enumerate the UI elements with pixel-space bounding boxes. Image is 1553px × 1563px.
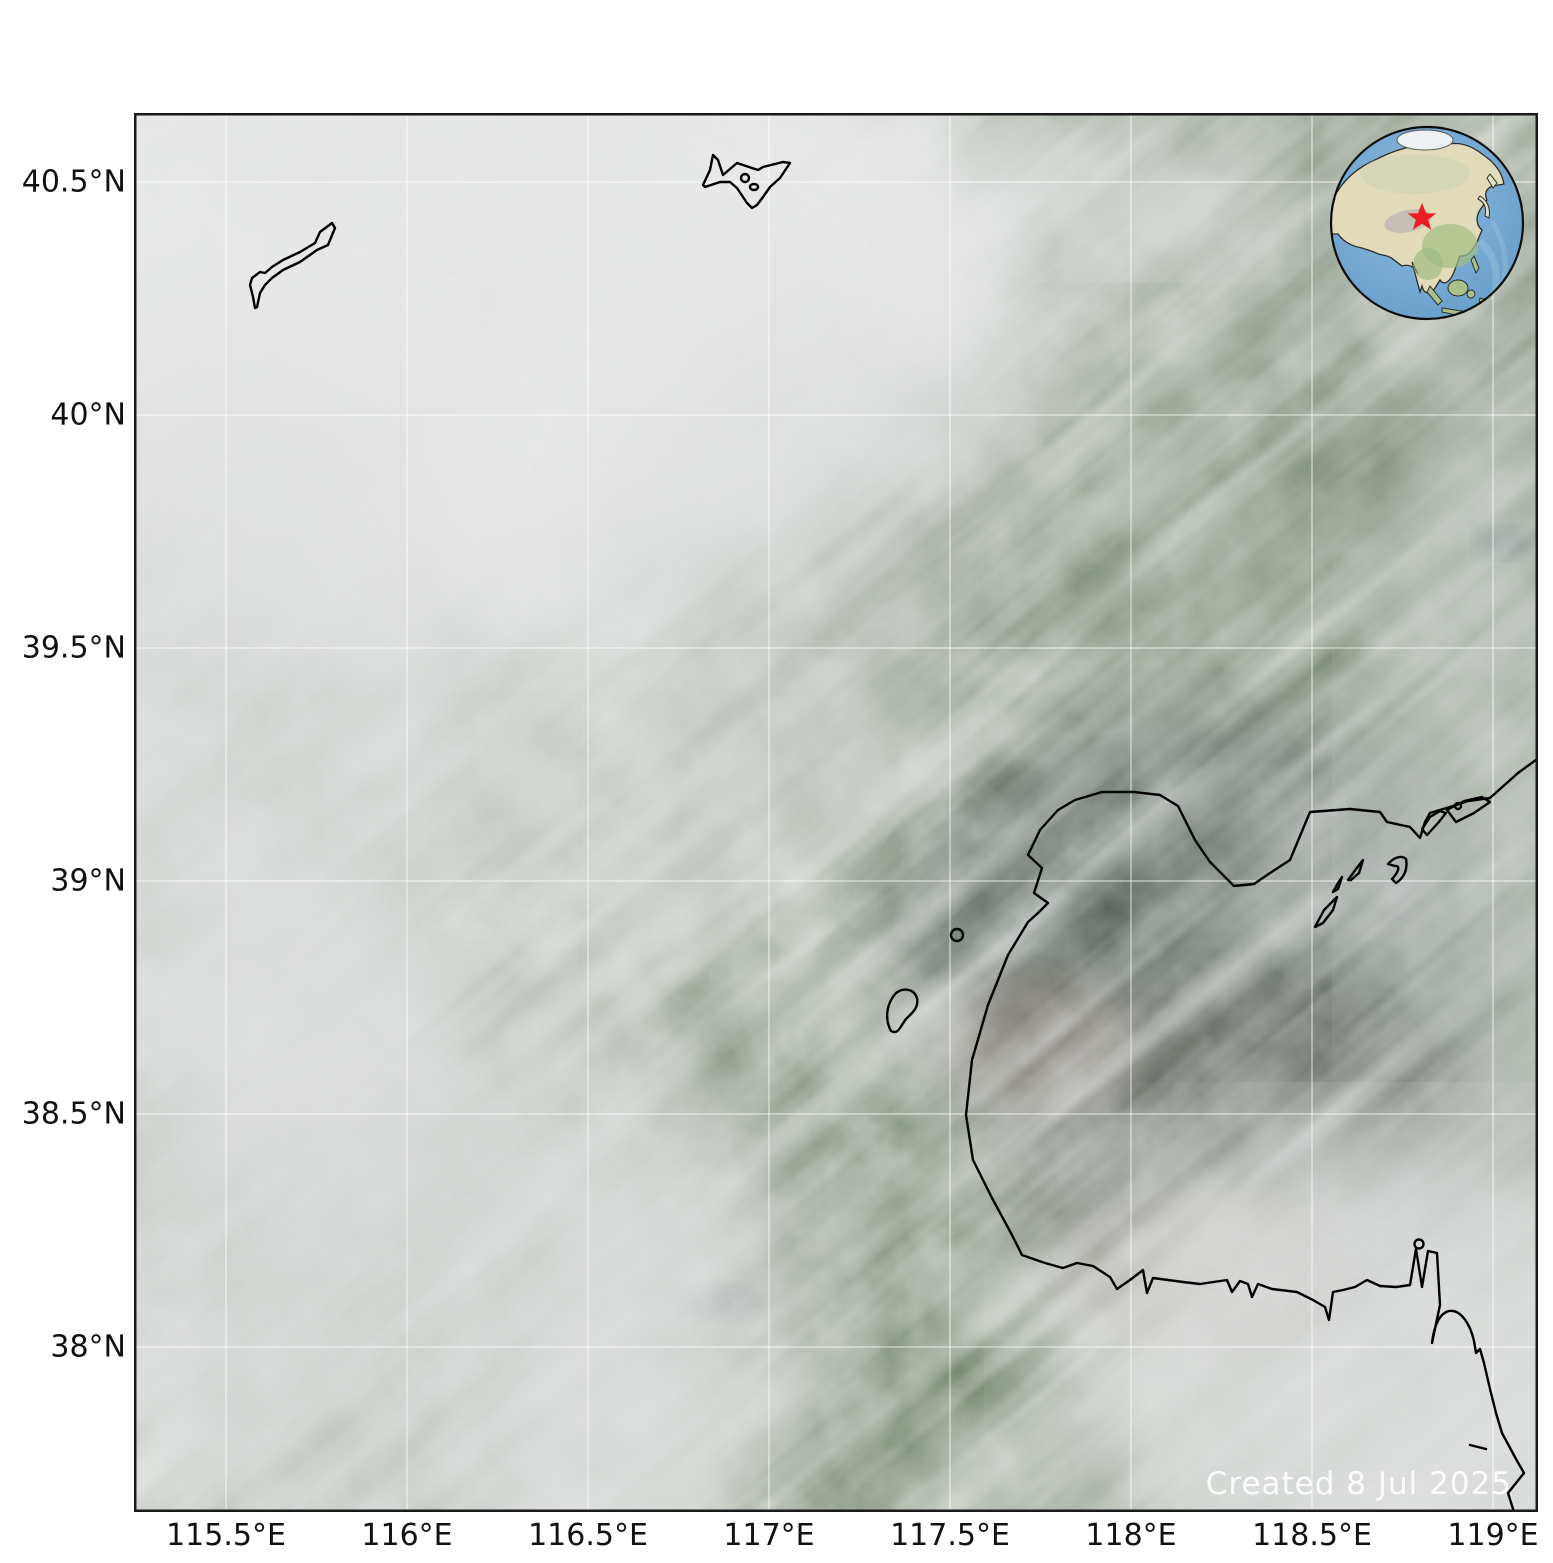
map-plot: Created 8 Jul 2025 [134,113,1538,1512]
y-tick-label: 39°N [50,863,126,899]
y-tick-label: 40.5°N [21,164,126,200]
y-tick-label: 38°N [50,1329,126,1365]
globe-star-icon [1407,203,1437,230]
axes-border [134,113,1538,1512]
y-tick-label: 39.5°N [21,630,126,666]
x-tick-label: 115.5°E [166,1518,286,1553]
x-tick-label: 118°E [1085,1518,1177,1553]
x-tick-label: 118.5°E [1252,1518,1372,1553]
x-tick-label: 117.5°E [890,1518,1010,1553]
coastline-layer [248,153,1538,1512]
x-tick-label: 117°E [723,1518,815,1553]
gridlines [134,113,1538,1512]
y-tick-label: 40°N [50,397,126,433]
y-tick-label: 38.5°N [21,1096,126,1132]
x-tick-label: 116.5°E [528,1518,648,1553]
watermark: Created 8 Jul 2025 [1205,1466,1512,1502]
satellite-image [134,113,1538,1512]
x-tick-label: 119°E [1447,1518,1539,1553]
x-tick-label: 116°E [361,1518,453,1553]
globe-inset [1329,125,1525,321]
